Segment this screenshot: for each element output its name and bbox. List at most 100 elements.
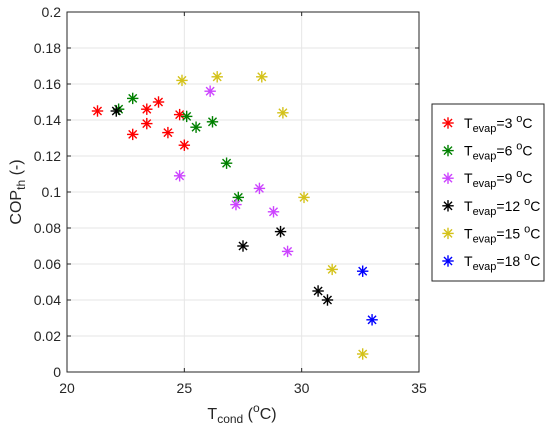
legend-label: Tevap=6 oC — [464, 141, 533, 163]
y-tick-label: 0.2 — [42, 4, 62, 20]
legend-label-superscript: o — [524, 251, 530, 263]
data-point — [267, 206, 280, 218]
data-point — [356, 348, 369, 360]
legend-label-value: =6 — [496, 143, 516, 159]
y-axis-label-subscript: th — [14, 180, 28, 190]
data-point — [298, 191, 310, 204]
data-point — [127, 92, 139, 105]
x-axis-label-main: T — [207, 406, 217, 423]
legend-label-unit: C — [530, 225, 540, 241]
data-point — [220, 157, 233, 169]
data-point — [281, 245, 294, 258]
legend-label-main: T — [464, 143, 473, 159]
legend-label-unit: C — [522, 170, 532, 186]
data-point — [173, 170, 186, 182]
legend-label: Tevap=12 oC — [464, 196, 540, 218]
data-point — [230, 198, 242, 211]
legend-entry: Tevap=3 oC — [442, 113, 533, 135]
legend-label-main: T — [464, 170, 473, 186]
legend-label-subscript: evap — [473, 151, 497, 163]
legend-entry: Tevap=9 oC — [442, 168, 533, 190]
legend-label-main: T — [464, 253, 473, 269]
legend-label-main: T — [464, 198, 473, 214]
data-point — [206, 116, 219, 128]
y-axis-label: COPth (-) — [8, 159, 28, 224]
data-point — [110, 105, 122, 117]
x-tick-label: 25 — [177, 380, 193, 396]
y-tick-label: 0.14 — [34, 112, 61, 128]
legend-label-main: T — [464, 115, 473, 131]
series-5 — [356, 265, 378, 326]
data-point — [232, 191, 245, 204]
y-tick-label: 0.02 — [34, 328, 61, 344]
legend-entry: Tevap=12 oC — [442, 196, 540, 218]
legend-label-subscript: evap — [473, 261, 497, 273]
y-tick-label: 0.1 — [42, 184, 62, 200]
y-tick-labels: 0 0.02 0.04 0.06 0.08 0.1 0.12 0.14 0.16 0.18 0.2 — [34, 4, 61, 380]
legend-marker — [442, 117, 454, 129]
legend-label: Tevap=3 oC — [464, 113, 533, 135]
x-tick-label: 20 — [59, 380, 75, 396]
x-tick-label: 35 — [411, 380, 427, 396]
legend-label-unit: C — [522, 143, 532, 159]
y-tick-label: 0.06 — [34, 256, 61, 272]
data-points — [91, 71, 378, 360]
data-point — [321, 294, 334, 306]
legend-label-subscript: evap — [473, 206, 497, 218]
legend-label-value: =3 — [496, 115, 516, 131]
x-axis-label: Tcond (oC) — [207, 401, 276, 426]
legend-label-superscript: o — [516, 141, 522, 153]
legend-entry: Tevap=18 oC — [442, 251, 540, 273]
legend-label: Tevap=15 oC — [464, 223, 540, 245]
data-point — [91, 105, 104, 117]
data-point — [253, 182, 266, 195]
x-axis-label-superscript: o — [253, 401, 260, 415]
axis-ticks — [66, 11, 420, 373]
y-axis-label-main: COP — [8, 190, 25, 225]
legend-label-unit: C — [522, 115, 532, 131]
legend-marker — [442, 144, 454, 157]
legend-label-superscript: o — [524, 196, 530, 208]
legend-label-subscript: evap — [473, 123, 497, 135]
y-tick-label: 0.08 — [34, 220, 61, 236]
legend-label: Tevap=9 oC — [464, 168, 533, 190]
legend-box — [431, 103, 545, 282]
legend-label-main: T — [464, 225, 473, 241]
data-point — [127, 128, 139, 141]
x-tick-label: 30 — [294, 380, 310, 396]
data-point — [356, 265, 369, 277]
legend-label-superscript: o — [524, 223, 530, 235]
legend-label-superscript: o — [516, 113, 522, 125]
data-point — [162, 126, 174, 139]
data-point — [141, 103, 153, 115]
legend-label-subscript: evap — [473, 233, 497, 245]
data-point — [366, 314, 378, 326]
legend-label-value: =12 — [496, 198, 524, 214]
y-axis-label-rest: (-) — [8, 159, 25, 179]
legend-label-superscript: o — [516, 168, 522, 180]
data-point — [176, 74, 188, 87]
series-3 — [110, 105, 334, 306]
data-point — [152, 96, 165, 108]
data-point — [237, 240, 249, 252]
data-point — [211, 71, 223, 83]
legend-label: Tevap=18 oC — [464, 251, 540, 273]
legend-marker — [442, 255, 454, 267]
y-tick-label: 0 — [53, 364, 61, 380]
legend-marker — [442, 172, 454, 184]
legend-label-value: =18 — [496, 253, 524, 269]
data-point — [173, 108, 186, 121]
series-0 — [91, 96, 191, 151]
legend-marker — [442, 227, 454, 240]
legend-entry: Tevap=6 oC — [442, 141, 533, 163]
legend-entry: Tevap=15 oC — [442, 223, 540, 245]
y-tick-label: 0.18 — [34, 40, 61, 56]
series-2 — [173, 85, 294, 258]
legend-label-unit: C — [530, 198, 540, 214]
data-point — [190, 121, 202, 133]
data-point — [312, 285, 324, 297]
data-point — [180, 110, 193, 123]
